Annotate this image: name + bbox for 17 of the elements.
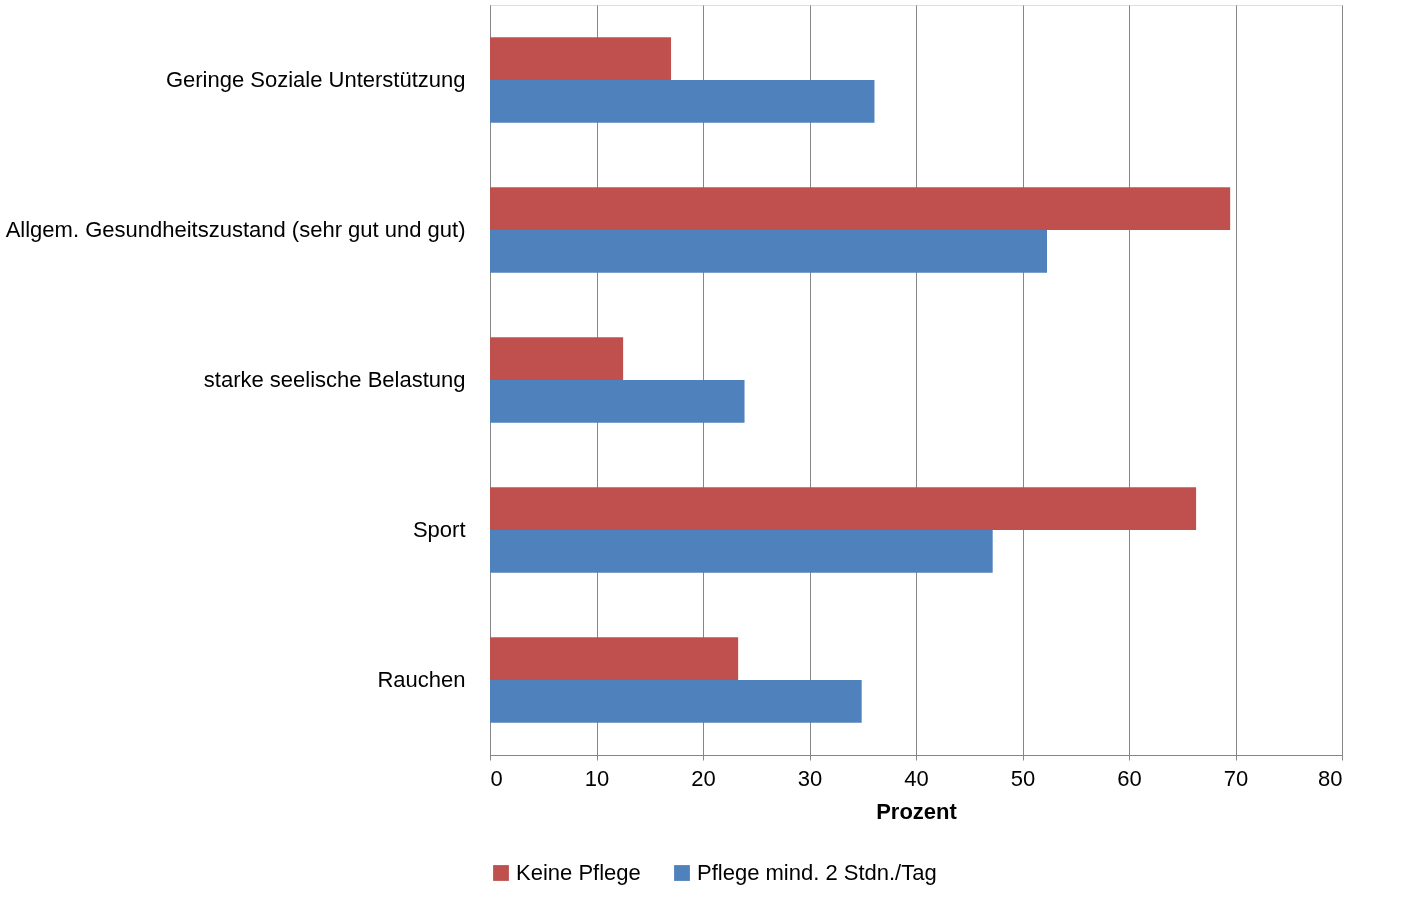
x-tick-label: 10	[584, 765, 610, 791]
legend-label: Keine Pflege	[516, 860, 641, 885]
x-tick-label: 80	[1318, 765, 1343, 791]
y-tick-label: Geringe Soziale Unterstützung	[165, 67, 466, 92]
x-tick-label: 20	[691, 765, 716, 791]
x-tick-label: 60	[1117, 765, 1142, 791]
y-tick-label: starke seelische Belastung	[203, 367, 466, 392]
y-tick-label: Sport	[412, 517, 466, 542]
x-tick-label: 0	[490, 765, 503, 791]
y-tick-label: Allgem. Gesundheitszustand (sehr gut und gut)	[5, 217, 466, 242]
x-axis-title: Prozent	[876, 798, 958, 824]
y-tick-label: Rauchen	[377, 667, 466, 692]
x-tick-label: 40	[904, 765, 929, 791]
x-tick-label: 50	[1010, 765, 1036, 791]
legend-label: Pflege mind. 2 Stdn./Tag	[697, 860, 937, 885]
x-tick-label: 70	[1223, 765, 1249, 791]
x-tick-label: 30	[797, 765, 823, 791]
